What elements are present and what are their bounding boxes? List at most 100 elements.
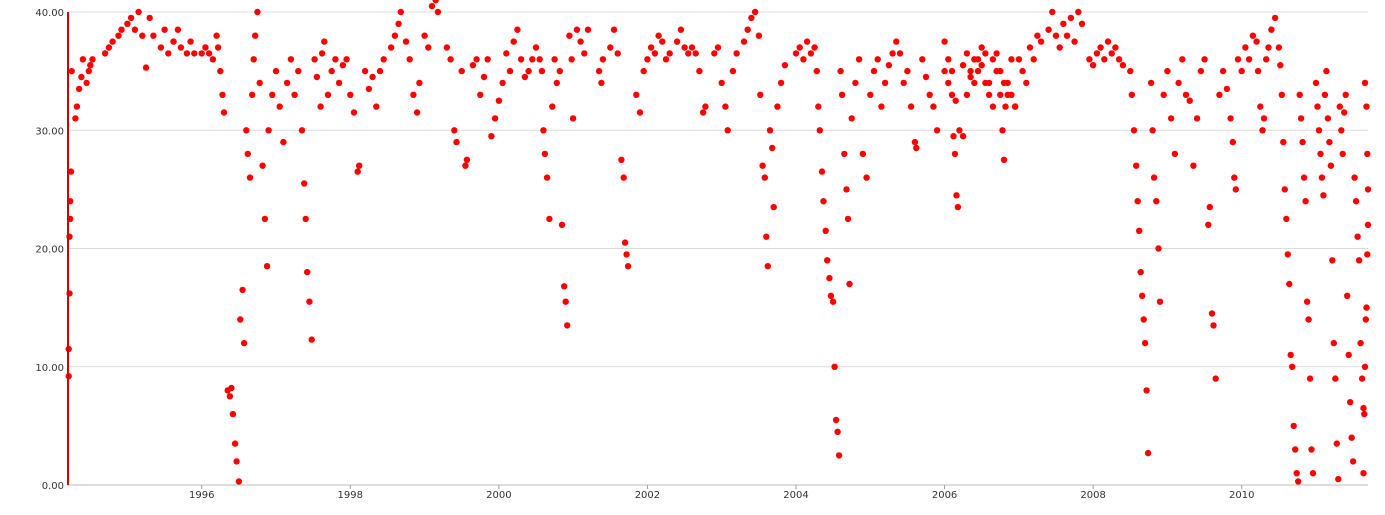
data-point: [967, 67, 974, 75]
data-point: [1030, 56, 1037, 63]
data-point: [1268, 26, 1275, 33]
data-point: [568, 56, 575, 63]
data-point: [815, 103, 822, 110]
data-point: [688, 44, 696, 51]
data-point: [75, 85, 83, 93]
data-point: [584, 26, 592, 33]
y-tick-label: 40.00: [35, 8, 64, 19]
data-point: [831, 363, 838, 370]
data-point: [142, 64, 150, 71]
data-point: [517, 56, 525, 63]
data-point: [1317, 150, 1324, 158]
data-point: [373, 103, 380, 110]
data-point: [1171, 150, 1179, 158]
data-point: [843, 186, 850, 193]
data-point: [1260, 115, 1268, 122]
data-point: [161, 26, 168, 33]
data-point: [757, 91, 764, 99]
data-point: [607, 44, 614, 51]
data-point: [870, 67, 878, 75]
data-point: [647, 44, 655, 51]
data-point: [564, 322, 571, 329]
data-point: [406, 56, 413, 63]
data-point: [131, 26, 139, 33]
data-point: [1160, 91, 1167, 99]
data-point: [243, 127, 250, 134]
data-point: [1330, 339, 1338, 347]
data-point: [803, 38, 811, 45]
data-point: [308, 336, 315, 343]
data-point: [829, 298, 837, 305]
data-point: [827, 292, 835, 299]
data-point: [569, 115, 577, 122]
data-point: [1045, 26, 1052, 33]
data-point: [105, 44, 113, 51]
data-point: [834, 428, 841, 435]
data-point: [1303, 298, 1311, 305]
data-point: [335, 79, 343, 87]
data-point: [677, 26, 685, 33]
data-point: [1063, 32, 1071, 39]
data-point: [1363, 304, 1370, 311]
data-point: [699, 109, 707, 116]
data-point: [510, 38, 517, 45]
data-point: [237, 316, 244, 323]
data-point: [213, 32, 220, 39]
data-point: [313, 73, 321, 81]
data-point: [811, 44, 818, 51]
data-point: [78, 73, 85, 81]
data-point: [339, 61, 347, 69]
data-point: [1067, 14, 1075, 22]
data-point: [1318, 174, 1326, 181]
data-point: [287, 56, 295, 63]
data-point: [324, 91, 332, 99]
data-point: [503, 50, 510, 57]
data-point: [1206, 203, 1214, 211]
data-point: [1141, 339, 1149, 347]
data-point: [1104, 38, 1112, 45]
data-point: [945, 79, 952, 87]
data-point: [1287, 351, 1294, 359]
data-point: [1308, 446, 1315, 453]
data-point: [1175, 79, 1182, 87]
data-point: [948, 91, 956, 99]
data-point: [1023, 79, 1030, 87]
data-point: [231, 440, 239, 447]
data-point: [261, 215, 269, 223]
data-point: [777, 79, 785, 87]
data-point: [214, 44, 222, 51]
data-point: [291, 91, 298, 99]
data-point: [867, 91, 874, 99]
data-point: [1182, 91, 1190, 99]
data-point: [1231, 174, 1238, 181]
data-point: [1227, 115, 1234, 122]
data-point: [1153, 198, 1160, 205]
data-point: [205, 50, 213, 57]
data-point: [89, 56, 96, 63]
data-point: [644, 56, 651, 63]
data-point: [822, 227, 829, 234]
data-point: [1259, 127, 1266, 134]
data-point: [1364, 150, 1371, 158]
data-point: [226, 393, 234, 400]
data-point: [963, 91, 971, 99]
data-point: [1338, 127, 1345, 134]
data-point: [681, 44, 688, 51]
x-tick-label: 2004: [783, 490, 808, 501]
data-point: [191, 50, 198, 57]
data-point: [170, 38, 177, 45]
data-point: [1323, 67, 1330, 75]
data-point: [551, 56, 558, 63]
data-point: [1329, 257, 1336, 264]
data-point: [558, 221, 566, 228]
data-point: [900, 79, 907, 87]
data-point: [1147, 79, 1155, 87]
data-point: [1193, 115, 1201, 122]
data-point: [948, 67, 956, 75]
data-point: [832, 416, 840, 424]
data-point: [1049, 8, 1056, 16]
data-point: [1179, 56, 1186, 63]
data-point: [1358, 375, 1366, 382]
data-point: [302, 215, 309, 223]
data-point: [139, 32, 146, 39]
